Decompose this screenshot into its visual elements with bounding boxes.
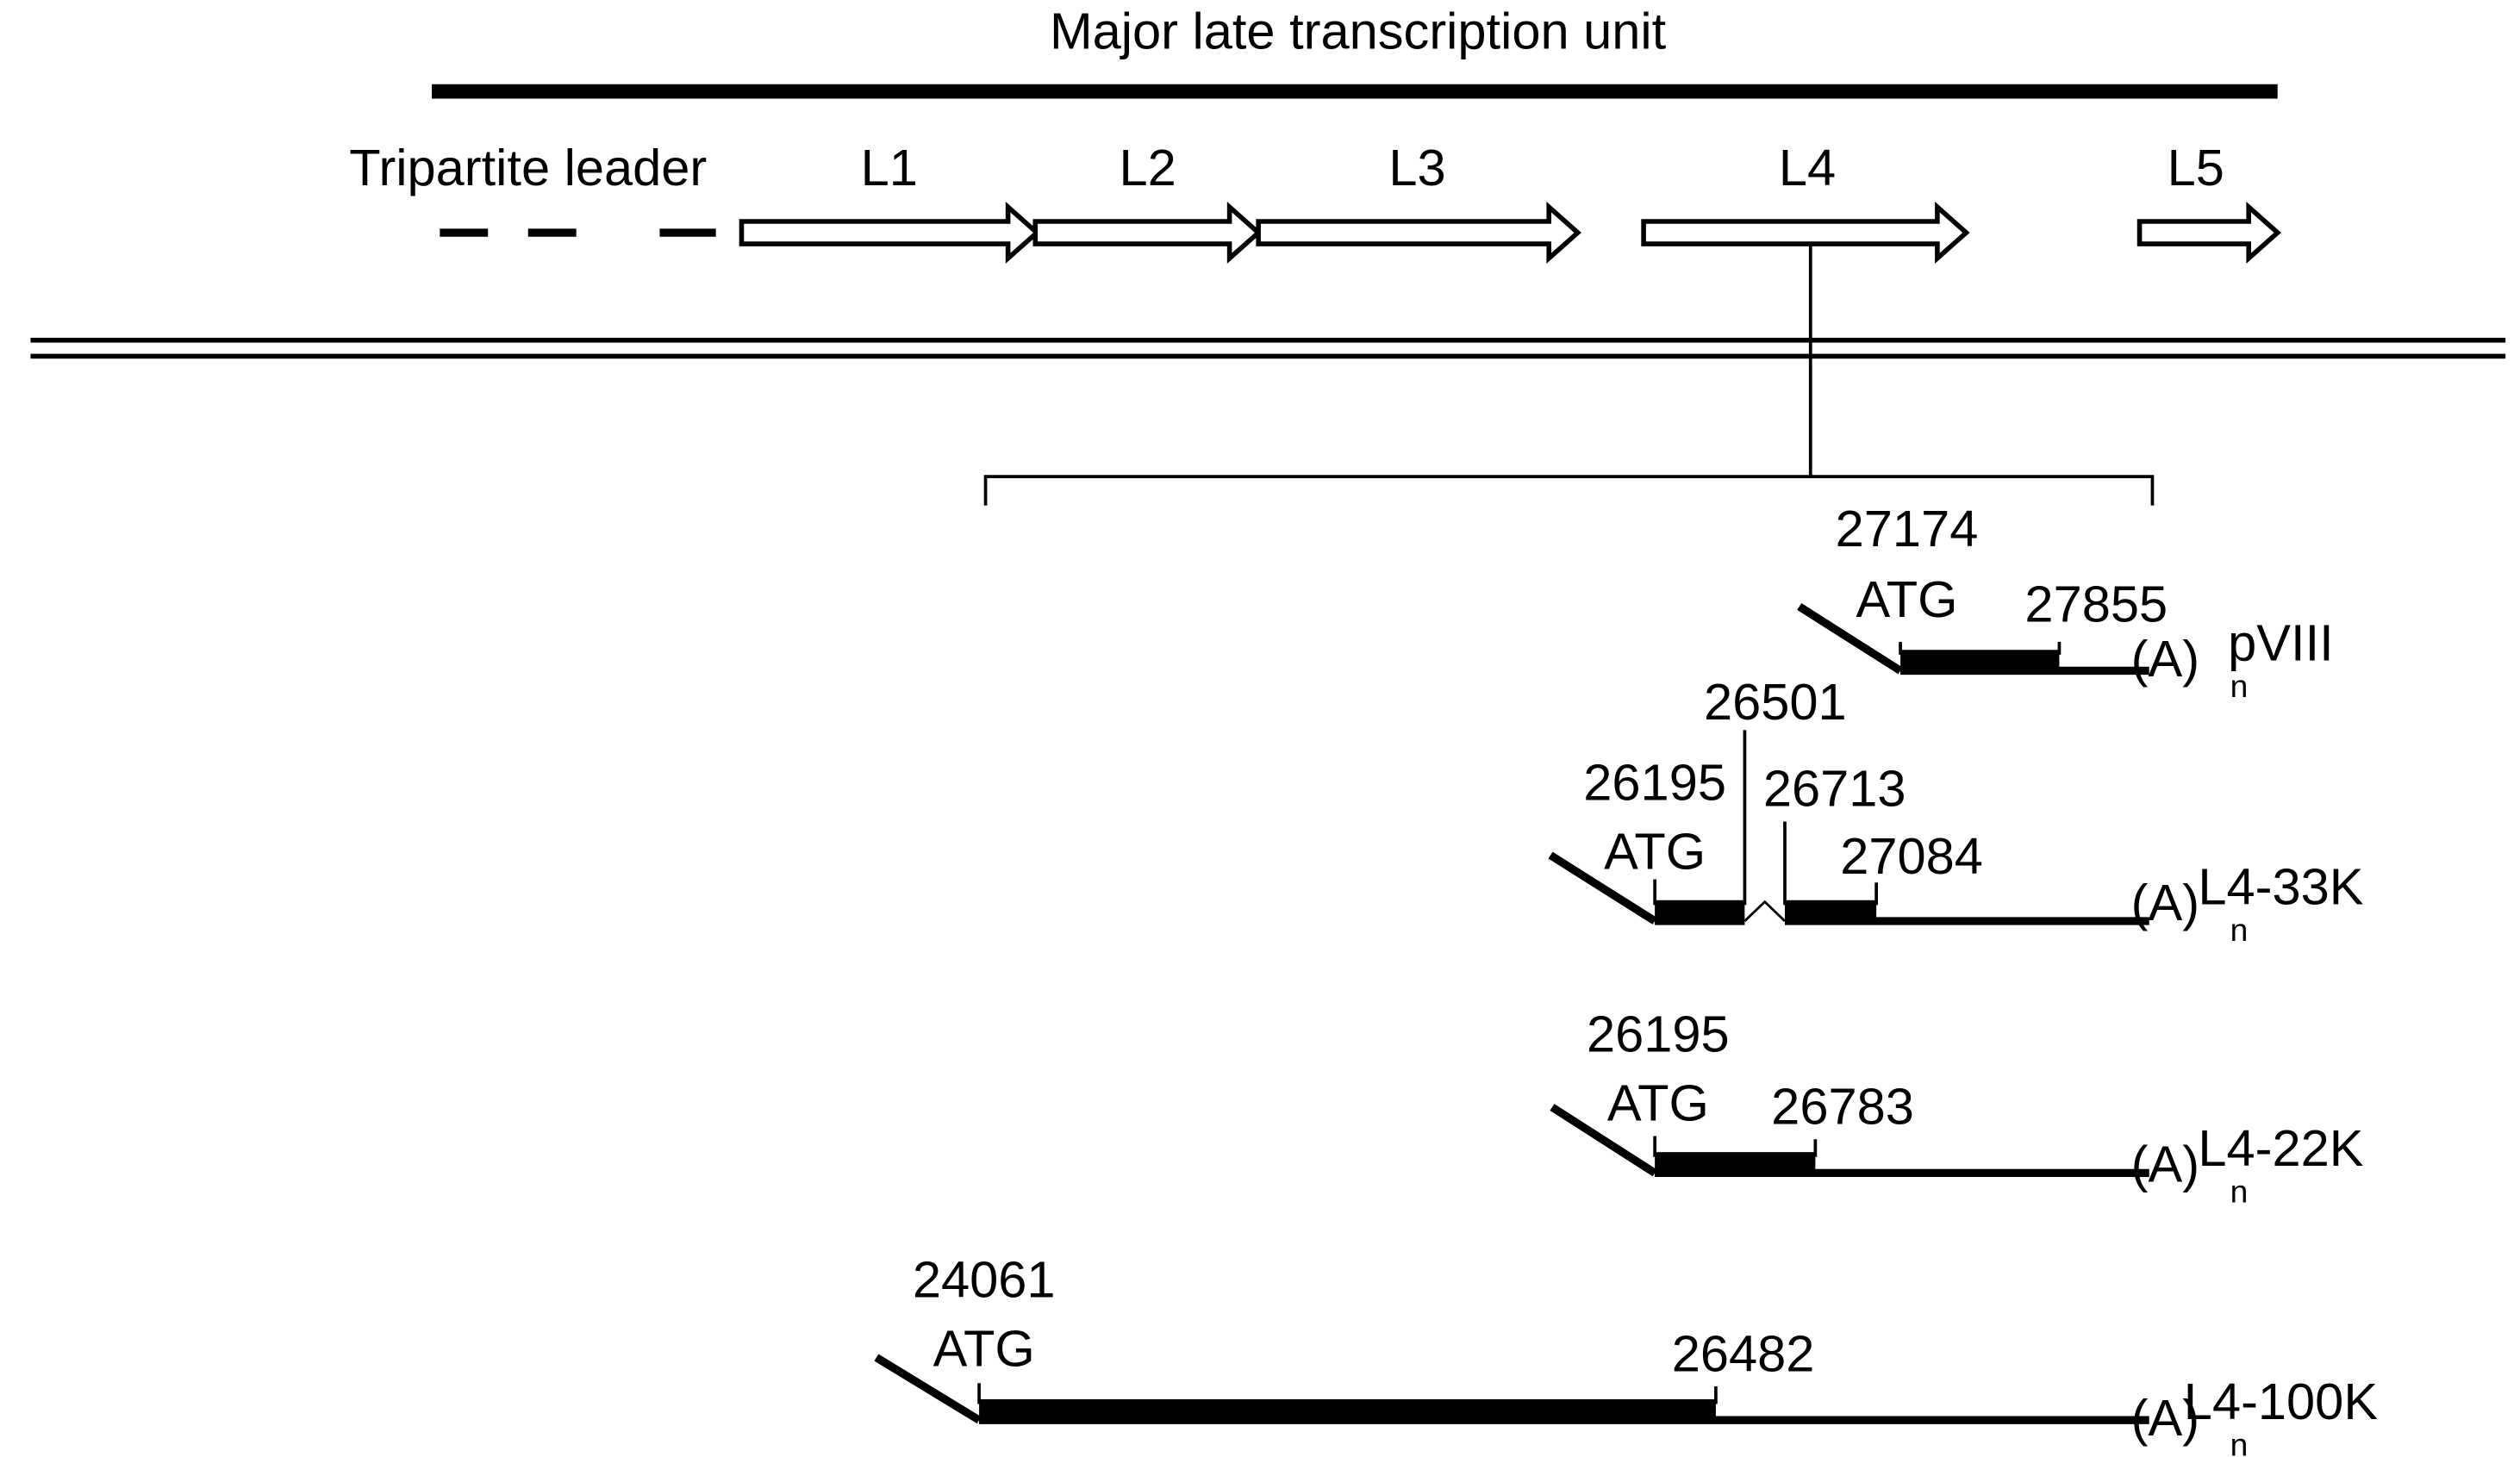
leader-label: Tripartite leader <box>349 139 707 196</box>
position-label: 26195 <box>1587 1006 1730 1063</box>
start-codon: ATG <box>933 1320 1035 1378</box>
unit-label: L4 <box>1779 139 1836 196</box>
splice-intron <box>1743 900 1786 922</box>
polya: (A) <box>2131 1136 2199 1193</box>
transcript-name: pVIII <box>2228 613 2334 671</box>
position-label: 27174 <box>1836 500 1979 557</box>
transcript-name: L4-22K <box>2198 1119 2363 1177</box>
leader-segment <box>1797 603 1903 675</box>
transcript-name: L4-100K <box>2184 1373 2379 1430</box>
genome-lines <box>30 338 2506 359</box>
coding-region <box>1655 1152 1816 1177</box>
position-label: 24061 <box>913 1251 1056 1309</box>
title: Major late transcription unit <box>1050 3 1667 60</box>
unit-label: L2 <box>1119 139 1176 196</box>
coding-region <box>1900 650 2060 675</box>
l4-expansion <box>983 240 2155 506</box>
transcript-name: L4-33K <box>2198 857 2363 915</box>
polya-subscript: n <box>2230 1427 2249 1457</box>
leader-segment <box>874 1354 982 1424</box>
start-codon: ATG <box>1607 1074 1709 1132</box>
unit-arrow <box>1032 202 1263 265</box>
unit-arrow <box>1256 202 1581 265</box>
position-label: 27855 <box>2024 576 2168 633</box>
position-label: 27084 <box>1840 827 1983 885</box>
unit-label: L5 <box>2168 139 2224 196</box>
unit-arrow <box>2136 202 2281 265</box>
coding-region <box>1784 900 1877 925</box>
position-label: 26783 <box>1771 1077 1914 1135</box>
start-codon: ATG <box>1856 570 1957 628</box>
start-codon: ATG <box>1604 822 1706 880</box>
position-label: 26713 <box>1763 760 1906 818</box>
polya-subscript: n <box>2230 1173 2249 1209</box>
position-label: 26482 <box>1672 1324 1815 1382</box>
coding-region <box>1655 900 1745 925</box>
leader-segment <box>1550 1104 1657 1177</box>
polya-subscript: n <box>2230 912 2249 948</box>
polya: (A) <box>2131 1389 2199 1447</box>
polya: (A) <box>2131 874 2199 931</box>
position-label: 26195 <box>1583 753 1726 811</box>
unit-arrow <box>1641 202 1970 265</box>
unit-label: L3 <box>1388 139 1445 196</box>
polya: (A) <box>2131 630 2199 688</box>
unit-label: L1 <box>861 139 918 196</box>
unit-arrow <box>739 202 1041 265</box>
leader-segment <box>1548 851 1657 925</box>
coding-region <box>979 1398 1716 1423</box>
polya-subscript: n <box>2230 668 2249 704</box>
position-label: 26501 <box>1704 673 1847 731</box>
